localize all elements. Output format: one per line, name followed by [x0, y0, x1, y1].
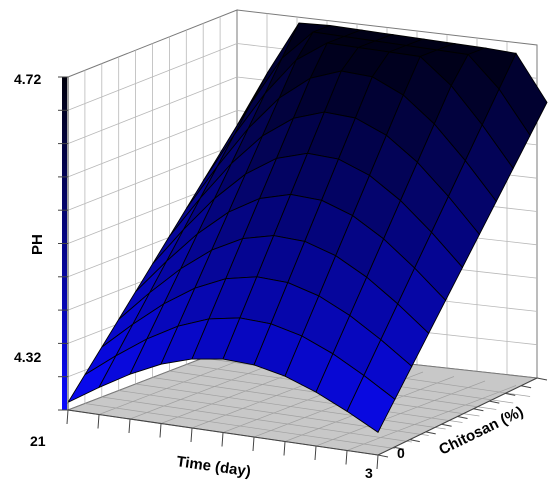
x-tick-mark — [97, 414, 100, 429]
y-tick-mark — [489, 400, 500, 404]
x-tick-mark — [128, 418, 131, 434]
y-tick-mark — [377, 454, 389, 458]
x-tick-mark — [283, 441, 286, 456]
x-tick-mark — [314, 445, 317, 461]
surface-cell — [346, 374, 396, 433]
z-tick-marks — [58, 76, 68, 411]
x-tick-label-end: 3 — [365, 465, 373, 481]
z-tick-label-bottom: 4.32 — [14, 349, 41, 365]
x-tick-marks — [66, 409, 379, 470]
y-tick-mark — [505, 392, 516, 396]
y-tick-mark — [393, 446, 404, 450]
y-tick-mark — [473, 408, 484, 412]
response-surface — [66, 22, 548, 433]
floor-grid-line — [315, 380, 486, 447]
y-tick-mark — [441, 423, 452, 427]
x-tick-mark — [66, 409, 69, 425]
x-tick-mark — [159, 423, 162, 438]
y-tick-mark — [536, 377, 548, 381]
x-axis-title: Time (day) — [175, 453, 251, 480]
y-tick-mark — [409, 439, 420, 443]
x-tick-mark — [376, 454, 379, 470]
y-tick-marks — [377, 377, 548, 458]
z-tick-label-top: 4.72 — [14, 71, 41, 87]
x-tick-mark — [345, 450, 348, 465]
floor-grid-line — [152, 377, 463, 423]
y-tick-mark — [457, 416, 468, 419]
y-tick-label-zero: 0 — [397, 445, 405, 461]
x-tick-mark — [252, 436, 255, 452]
y-tick-mark — [425, 431, 436, 435]
x-tick-label-start: 21 — [30, 433, 46, 449]
y-tick-mark — [521, 385, 532, 389]
floor-grid-line — [346, 385, 517, 451]
z-axis-title: PH — [29, 234, 46, 255]
x-tick-mark — [190, 427, 193, 443]
x-tick-mark — [221, 432, 224, 447]
